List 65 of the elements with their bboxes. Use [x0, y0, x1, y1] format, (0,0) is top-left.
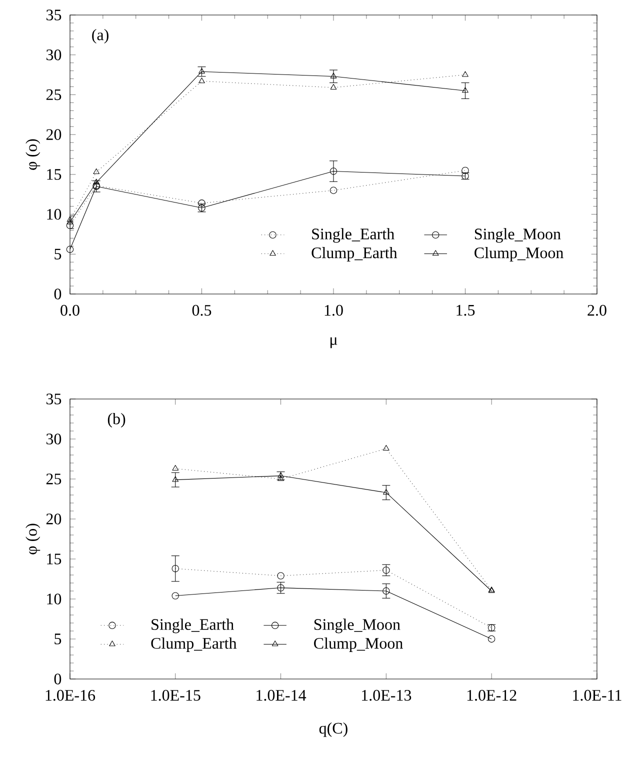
point: [277, 584, 284, 592]
legend-label: Single_Moon: [314, 618, 400, 634]
x-tick-label: 1.0E-15: [151, 690, 200, 701]
legend-label: Clump_Moon: [314, 637, 403, 652]
y-axis-title: φ (o): [26, 524, 40, 554]
annotation: (a): [92, 28, 108, 44]
x-tick-label: 1.0E-12: [467, 690, 516, 701]
legend-label: Single_Earth: [312, 228, 394, 243]
x-tick-label: 1.0E-16: [46, 690, 96, 701]
x-tick-label: 1.0E-14: [256, 690, 306, 701]
y-tick-label: 25: [46, 89, 62, 100]
x-tick-label: 1.0E-13: [362, 690, 412, 701]
point: [462, 87, 468, 93]
annotation: (b): [108, 413, 126, 428]
point: [172, 464, 179, 471]
point: [66, 218, 74, 224]
point: [172, 592, 179, 600]
point: [462, 71, 468, 77]
point: [382, 587, 390, 595]
point: [330, 168, 338, 175]
point: [66, 246, 74, 253]
legend-label: Clump_Earth: [151, 637, 237, 652]
point: [462, 166, 469, 174]
y-tick-label: 5: [54, 248, 62, 260]
y-tick-label: 10: [47, 594, 62, 604]
point: [93, 168, 100, 174]
point: [383, 445, 390, 451]
point: [198, 68, 205, 74]
point: [278, 472, 284, 478]
legend-label: Single_Earth: [152, 618, 234, 634]
point: [330, 186, 338, 194]
y-axis-title: φ (o): [26, 139, 40, 170]
y-tick-label: 20: [46, 129, 62, 140]
y-tick-label: 0: [54, 674, 62, 684]
y-tick-label: 30: [46, 434, 62, 444]
x-axis-title: q(C): [319, 722, 348, 737]
y-tick-label: 20: [46, 514, 62, 524]
x-tick-label: 2.0: [588, 304, 606, 316]
point: [172, 564, 179, 572]
legend-label: Single_Moon: [474, 228, 561, 243]
x-tick-label: 1.0: [324, 304, 343, 316]
y-tick-label: 35: [46, 394, 62, 404]
legend-label: Clump_Earth: [312, 246, 398, 262]
x-tick-label: 1.5: [456, 304, 475, 316]
x-tick-label: 1.0E-11: [573, 690, 622, 701]
y-tick-label: 10: [47, 208, 62, 220]
x-tick-label: 0.5: [192, 304, 212, 316]
x-tick-label: 0.0: [60, 304, 80, 316]
y-tick-label: 5: [54, 634, 62, 644]
y-tick-label: 15: [47, 554, 62, 564]
y-tick-label: 35: [46, 10, 62, 20]
point: [330, 72, 337, 78]
point: [383, 488, 390, 495]
y-tick-label: 15: [47, 169, 62, 180]
y-tick-label: 25: [46, 474, 62, 484]
legend-label: Clump_Moon: [474, 246, 564, 262]
x-axis-title: μ: [330, 337, 338, 348]
point: [172, 476, 179, 482]
point: [277, 572, 284, 580]
point: [382, 566, 390, 574]
y-tick-label: 0: [54, 288, 62, 300]
point: [93, 178, 100, 184]
point: [488, 635, 496, 643]
y-tick-label: 30: [46, 49, 62, 60]
point: [278, 475, 284, 481]
